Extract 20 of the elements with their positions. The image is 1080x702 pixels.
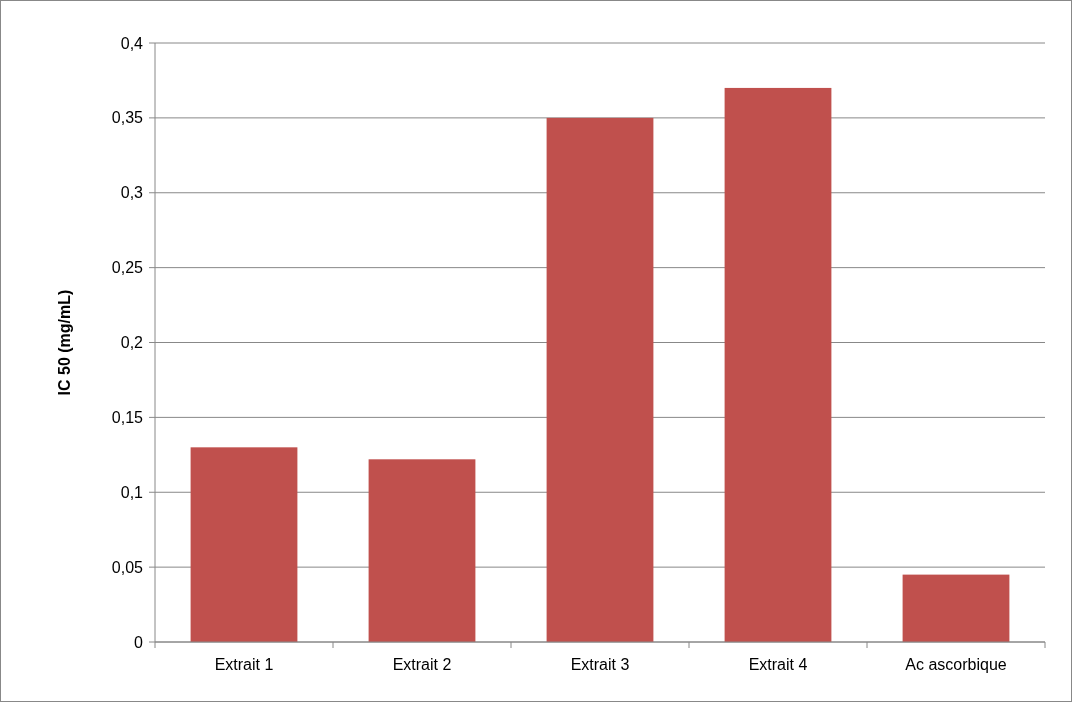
y-tick-label: 0,3 <box>120 184 144 202</box>
bar <box>546 117 654 642</box>
y-tick-label: 0 <box>134 633 144 651</box>
bar <box>902 574 1010 642</box>
bar <box>368 459 476 642</box>
y-tick-label: 0,35 <box>111 109 144 127</box>
y-tick-label: 0,15 <box>111 408 144 426</box>
x-tick-label: Extrait 1 <box>214 656 274 673</box>
x-tick-label: Ac ascorbique <box>905 656 1007 673</box>
y-axis-title: IC 50 (mg/mL) <box>56 289 73 396</box>
y-tick-label: 0,2 <box>120 334 144 352</box>
x-tick-label: Extrait 4 <box>748 656 808 673</box>
y-tick-label: 0,05 <box>111 558 144 576</box>
y-tick-label: 0,25 <box>111 259 144 277</box>
y-tick-label: 0,1 <box>120 483 144 501</box>
y-tick-label: 0,4 <box>120 34 144 52</box>
bar <box>724 87 832 642</box>
x-tick-label: Extrait 3 <box>570 656 630 673</box>
bar <box>190 447 298 642</box>
x-tick-label: Extrait 2 <box>392 656 452 673</box>
